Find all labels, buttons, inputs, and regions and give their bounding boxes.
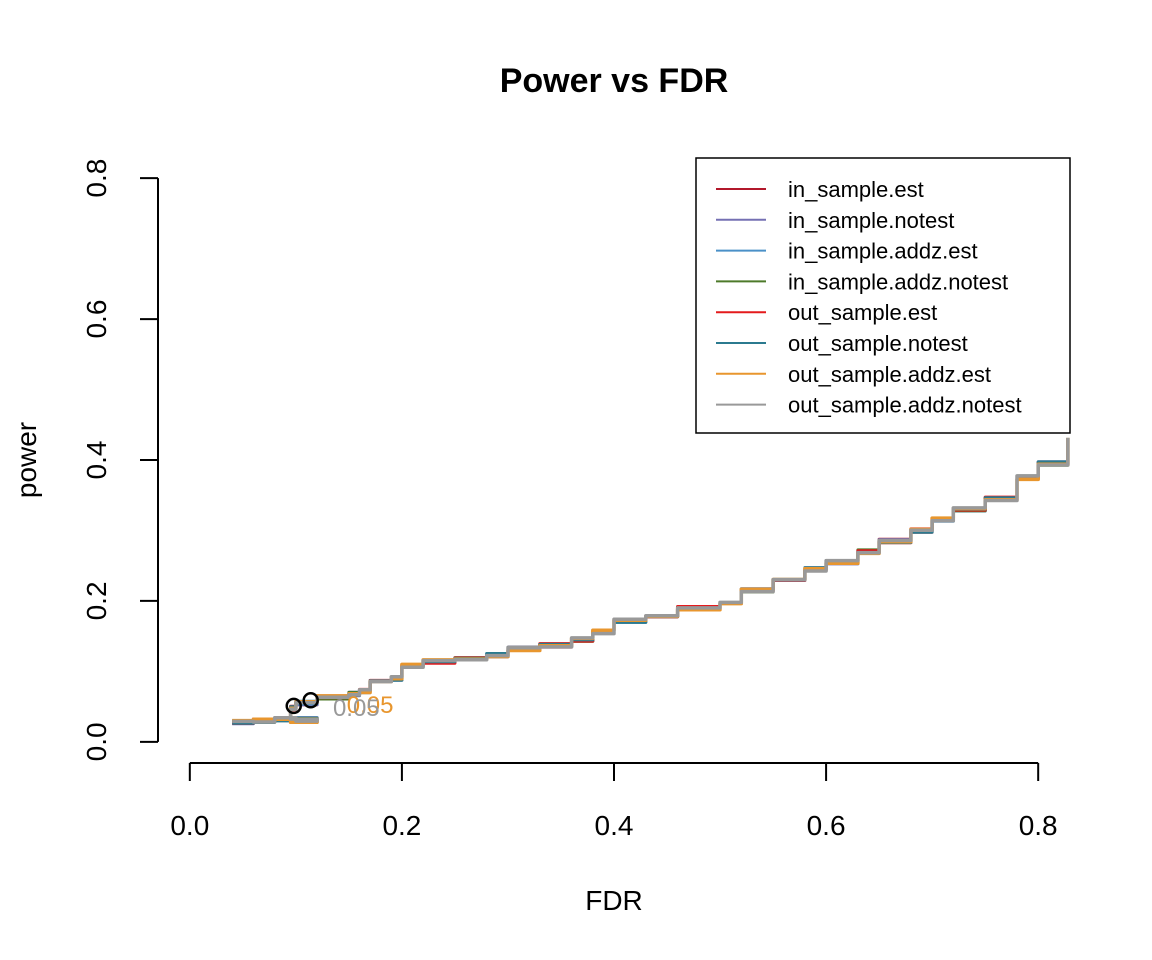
x-tick-label: 0.8	[1019, 810, 1058, 841]
annotation-label: 0.05	[333, 695, 380, 722]
y-tick-label: 0.8	[81, 159, 112, 198]
y-axis-ticks: 0.0 0.2 0.4 0.6 0.8	[81, 159, 158, 761]
y-axis-title: power	[11, 422, 42, 498]
legend: in_sample.est in_sample.notest in_sample.a…	[695, 157, 1071, 434]
series-line-in_sample.notest	[232, 438, 1070, 726]
legend-label: out_sample.est	[788, 300, 937, 325]
series-line-out_sample.addz.est	[232, 437, 1070, 725]
series-line-out_sample.addz.notest	[232, 437, 1070, 724]
legend-label: out_sample.addz.notest	[788, 393, 1022, 418]
y-tick-label: 0.6	[81, 300, 112, 339]
x-tick-label: 0.4	[595, 810, 634, 841]
axes: 0.0 0.2 0.4 0.6 0.8 0.0 0.2 0.4 0.6 0.8	[81, 159, 1058, 841]
x-tick-label: 0.0	[170, 810, 209, 841]
legend-label: out_sample.notest	[788, 331, 968, 356]
y-tick-label: 0.0	[81, 722, 112, 761]
plot-area: 0.050.05	[232, 437, 1070, 726]
series-line-in_sample.addz.est	[232, 438, 1070, 723]
legend-label: in_sample.addz.est	[788, 239, 978, 264]
chart-title: Power vs FDR	[500, 62, 729, 100]
x-axis-title: FDR	[585, 885, 643, 916]
x-tick-label: 0.6	[807, 810, 846, 841]
x-axis-ticks: 0.0 0.2 0.4 0.6 0.8	[170, 763, 1058, 841]
series-line-out_sample.est	[232, 438, 1070, 725]
threshold-marker-0	[285, 697, 302, 715]
legend-box	[695, 157, 1071, 434]
threshold-marker-1	[302, 692, 319, 709]
legend-label: out_sample.addz.est	[788, 362, 991, 387]
series-line-out_sample.notest	[232, 438, 1070, 725]
legend-label: in_sample.est	[788, 177, 924, 202]
series-line-in_sample.est	[232, 438, 1070, 725]
series-line-in_sample.addz.notest	[232, 438, 1070, 724]
y-tick-label: 0.2	[81, 581, 112, 620]
legend-label: in_sample.notest	[788, 208, 954, 233]
annotation-label: 0.05	[347, 692, 394, 719]
y-tick-label: 0.4	[81, 441, 112, 480]
legend-label: in_sample.addz.notest	[788, 269, 1008, 294]
x-tick-label: 0.2	[382, 810, 421, 841]
legend-items: in_sample.est in_sample.notest in_sample.a…	[716, 177, 1022, 418]
